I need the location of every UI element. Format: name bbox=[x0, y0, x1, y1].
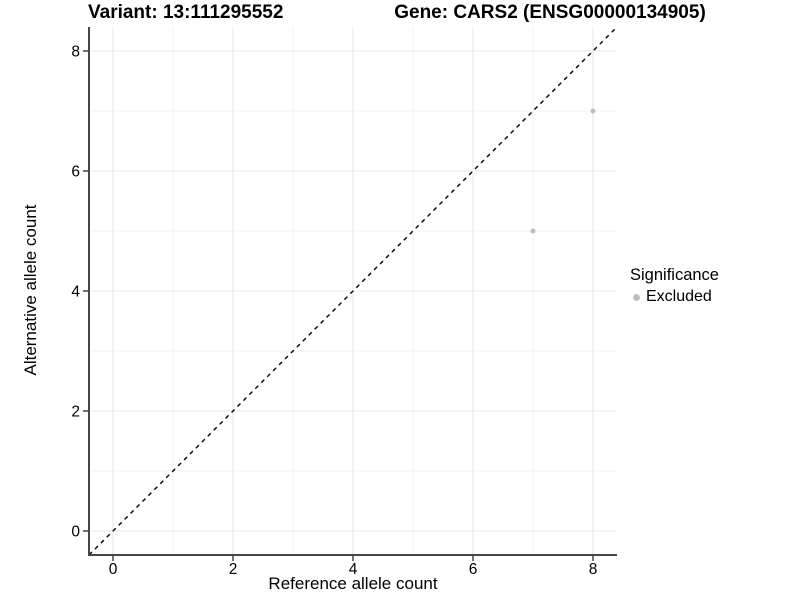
gene-title: Gene: CARS2 (ENSG00000134905) bbox=[394, 2, 706, 23]
x-tick-label: 2 bbox=[229, 561, 238, 578]
data-point bbox=[590, 108, 596, 114]
y-tick-label: 8 bbox=[71, 44, 80, 61]
y-tick-label: 2 bbox=[71, 404, 80, 421]
y-axis-label: Alternative allele count bbox=[21, 204, 40, 376]
y-tick-label: 6 bbox=[71, 164, 80, 181]
x-tick-label: 6 bbox=[469, 561, 478, 578]
legend-key-dot-icon bbox=[633, 293, 640, 301]
legend: Significance Excluded bbox=[630, 266, 719, 306]
identity-line bbox=[88, 26, 618, 556]
y-tick-label: 4 bbox=[71, 284, 80, 301]
x-tick-label: 0 bbox=[109, 561, 118, 578]
legend-item-excluded: Excluded bbox=[630, 288, 719, 306]
y-tick-label: 0 bbox=[71, 524, 80, 541]
data-point bbox=[530, 228, 536, 234]
x-tick-label: 8 bbox=[589, 561, 598, 578]
legend-title: Significance bbox=[630, 266, 719, 284]
legend-item-label: Excluded bbox=[646, 288, 712, 305]
x-tick-label: 4 bbox=[349, 561, 358, 578]
variant-title: Variant: 13:111295552 bbox=[88, 2, 284, 23]
x-axis-label: Reference allele count bbox=[268, 574, 438, 593]
